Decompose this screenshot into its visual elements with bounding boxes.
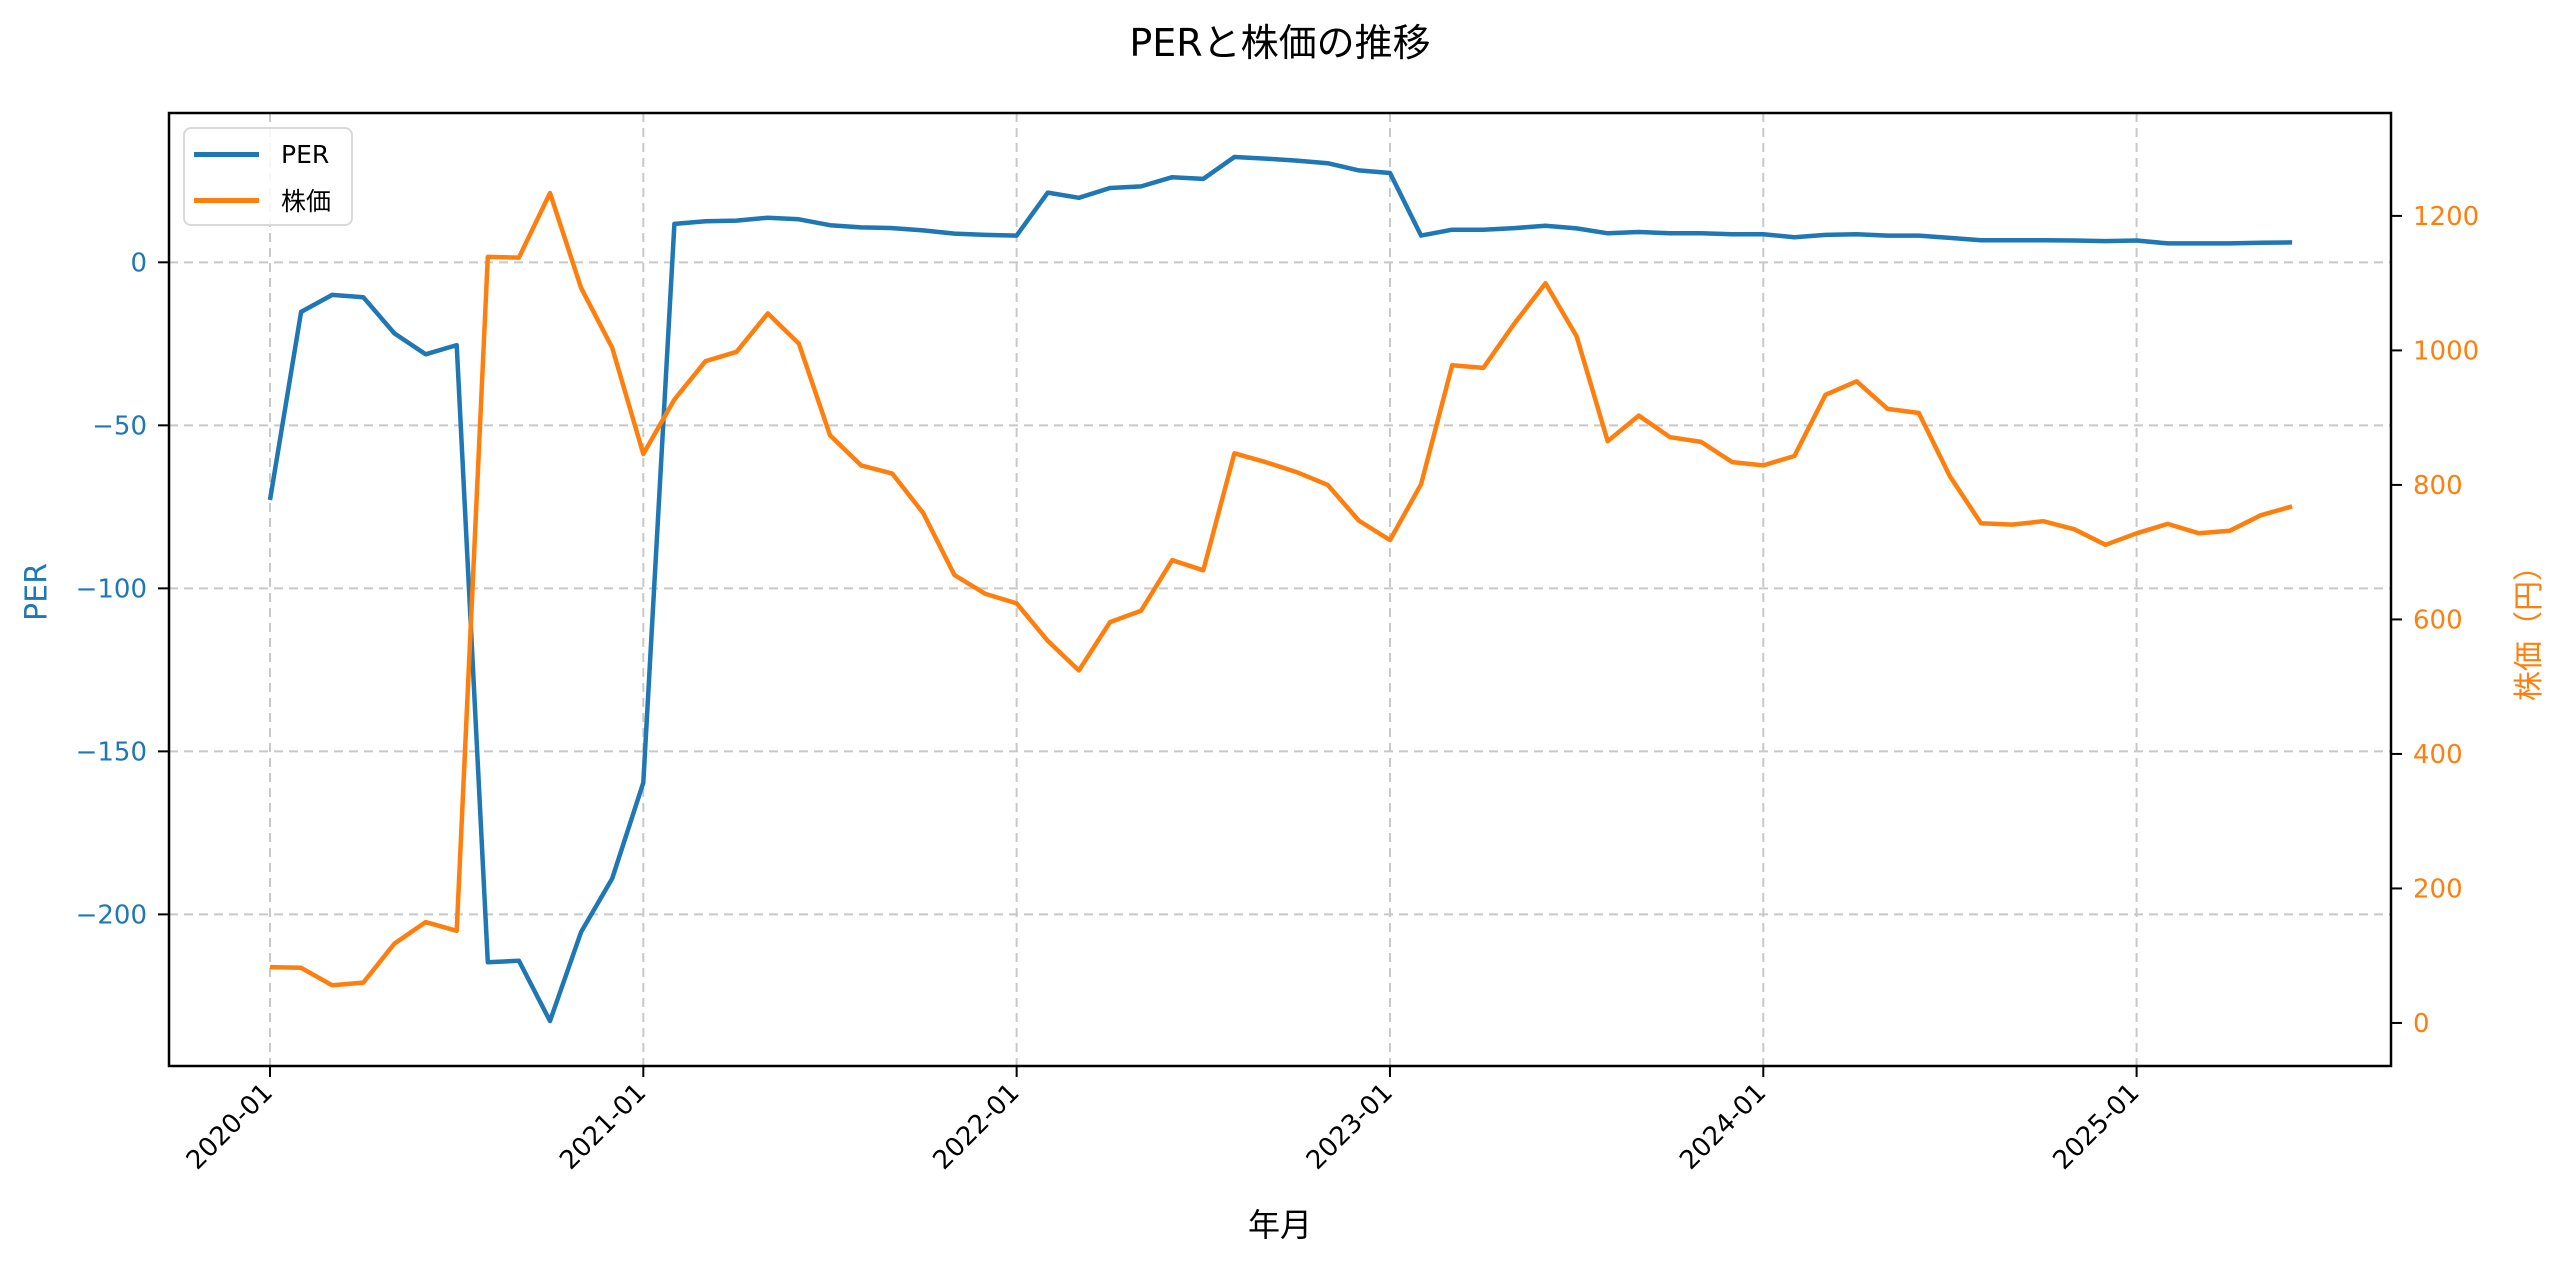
x-tick-label: 2022-01 [928, 1078, 1026, 1176]
y-axis-label-left: PER [19, 563, 55, 621]
legend-swatch-price [194, 197, 259, 203]
legend-label-per: PER [281, 139, 330, 169]
per-line [267, 154, 2293, 1024]
legend-item-price: 株価 [194, 185, 332, 216]
y-right-tick-label: 200 [2413, 874, 2463, 904]
chart-title: PERと株価の推移 [1129, 21, 1431, 65]
y-right-tick-label: 600 [2413, 605, 2463, 635]
x-axis-label: 年月 [1247, 1206, 1312, 1244]
plot-frame [167, 111, 2393, 1068]
y-left-tick-label: −50 [92, 411, 147, 441]
y-left-tick-label: −200 [76, 900, 147, 930]
y-right-tick-label: 1000 [2413, 336, 2479, 366]
x-tick-label: 2025-01 [2048, 1078, 2146, 1176]
x-tick-label: 2020-01 [181, 1078, 279, 1176]
legend-item-per: PER [194, 139, 329, 169]
x-tick-label: 2023-01 [1301, 1078, 1399, 1176]
y-right-tick-label: 400 [2413, 740, 2463, 770]
price-line [269, 190, 2293, 988]
x-tick-label: 2024-01 [1674, 1078, 1772, 1176]
y-right-tick-label: 1200 [2413, 202, 2479, 232]
y-left-tick-label: −100 [76, 574, 147, 604]
series-lines [267, 154, 2293, 1024]
y-left-tick-label: −150 [76, 737, 147, 767]
y-right-tick-label: 0 [2413, 1009, 2430, 1039]
legend: PER 株価 [183, 127, 353, 226]
y-axis-label-right: 株価（円） [2512, 551, 2547, 701]
x-tick-label: 2021-01 [554, 1078, 652, 1176]
y-right-tick-label: 800 [2413, 471, 2463, 501]
legend-label-price: 株価 [281, 187, 332, 216]
gridlines [169, 113, 2391, 1066]
legend-swatch-per [194, 151, 259, 157]
axis-ticks: 2020-01 2021-01 2022-01 2023-01 2024-01 2025-… [76, 202, 2480, 1176]
y-left-tick-label: 0 [130, 248, 147, 278]
